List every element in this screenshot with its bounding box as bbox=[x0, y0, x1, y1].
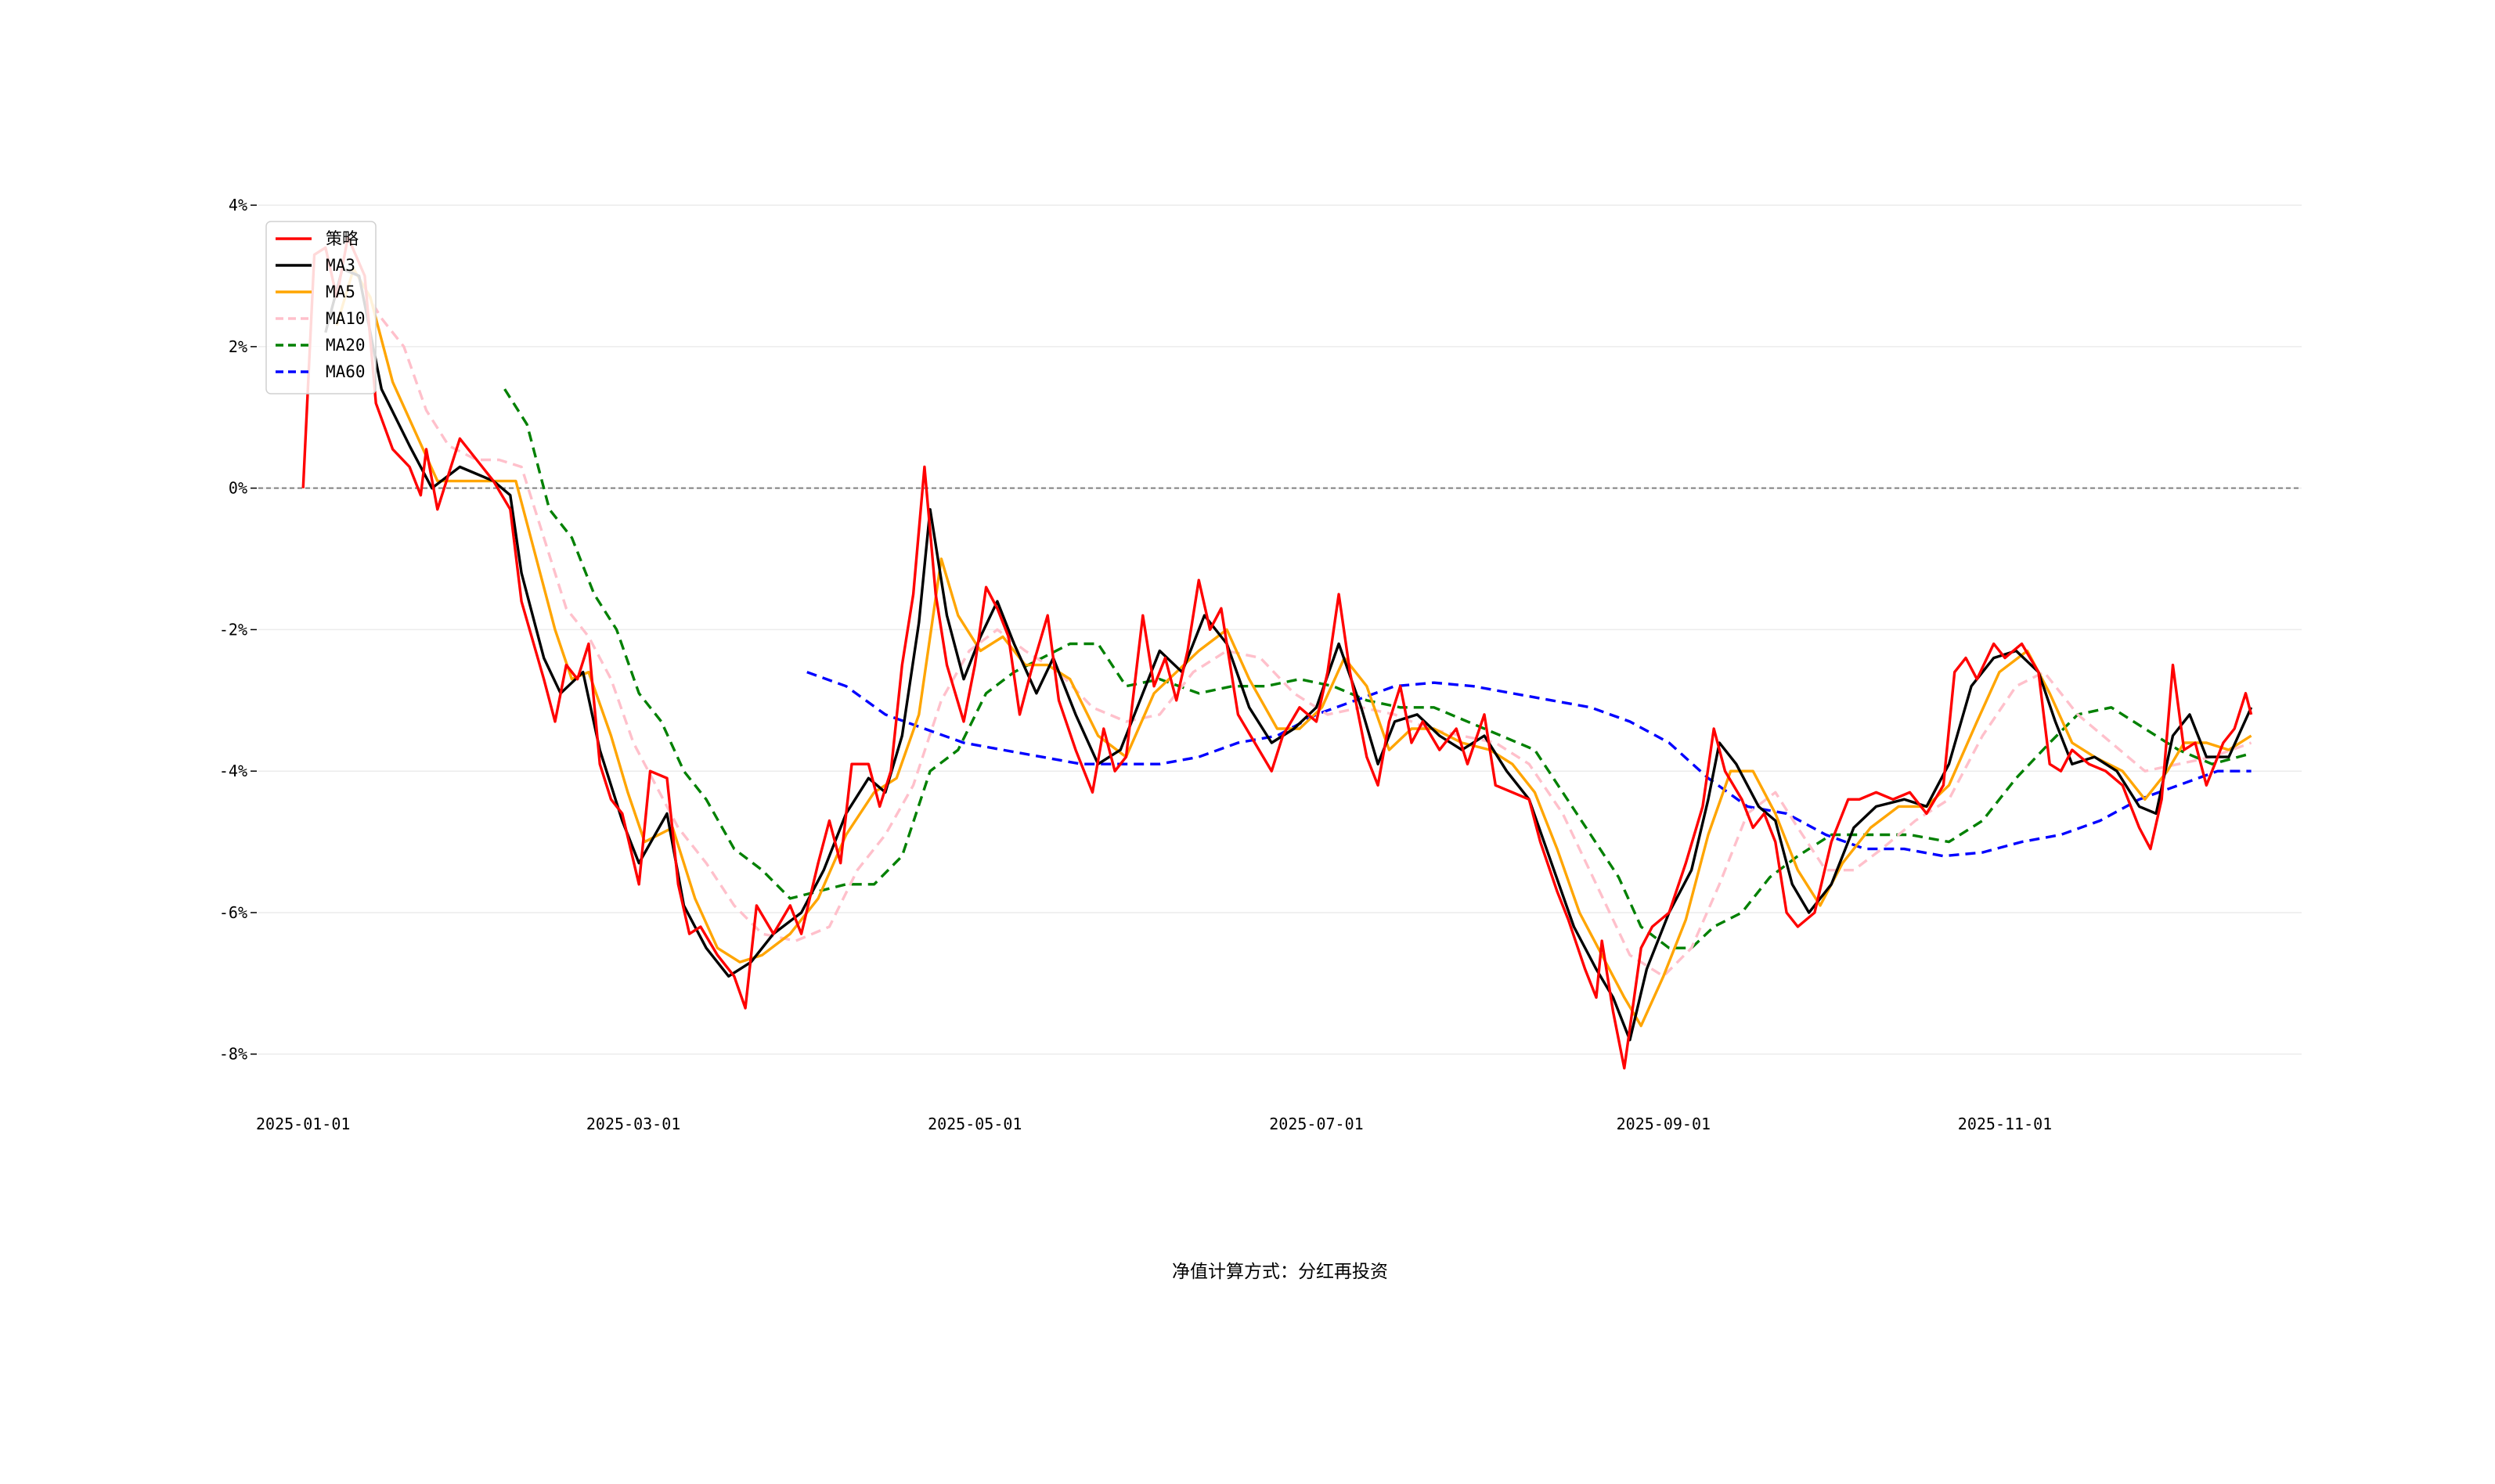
y-gridlines bbox=[258, 204, 2302, 1055]
y-tick-label: 0% bbox=[229, 479, 247, 498]
x-axis: 2025-01-01 2025-03-01 2025-05-01 2025-07-01… bbox=[256, 1115, 2052, 1133]
y-tick-label: 2% bbox=[229, 337, 247, 356]
x-tick-label: 2025-05-01 bbox=[928, 1115, 1022, 1133]
y-tick-label: -4% bbox=[219, 762, 247, 780]
series-line-ma3 bbox=[324, 267, 2253, 1042]
x-tick-label: 2025-07-01 bbox=[1269, 1115, 1363, 1133]
legend-label: MA20 bbox=[326, 336, 366, 355]
series-line-ma20 bbox=[503, 388, 2252, 949]
y-tick-label: -8% bbox=[219, 1045, 247, 1064]
series-line-ma60 bbox=[806, 671, 2252, 858]
legend: 策略 MA3 MA5 MA10 MA20 MA60 bbox=[265, 221, 377, 394]
legend-label: MA3 bbox=[326, 256, 355, 275]
series-line-ma10 bbox=[363, 289, 2252, 978]
legend-label: 策略 bbox=[326, 229, 359, 248]
legend-label: MA60 bbox=[326, 362, 366, 381]
legend-label: MA5 bbox=[326, 283, 355, 301]
x-axis-label: 净值计算方式：分红再投资 bbox=[1172, 1262, 1388, 1282]
y-tick-label: -6% bbox=[219, 903, 247, 922]
y-tick-label: 4% bbox=[229, 196, 247, 214]
series-lines bbox=[301, 236, 2253, 1070]
x-tick-label: 2025-03-01 bbox=[586, 1115, 680, 1133]
x-tick-label: 2025-01-01 bbox=[256, 1115, 350, 1133]
x-tick-label: 2025-09-01 bbox=[1617, 1115, 1711, 1133]
series-line-策略 bbox=[301, 236, 2253, 1070]
x-tick-label: 2025-11-01 bbox=[1958, 1115, 2052, 1133]
y-axis: 4% 2% 0% -2% -4% -6% -8% bbox=[219, 196, 257, 1064]
legend-label: MA10 bbox=[326, 309, 366, 328]
y-tick-label: -2% bbox=[219, 620, 247, 639]
